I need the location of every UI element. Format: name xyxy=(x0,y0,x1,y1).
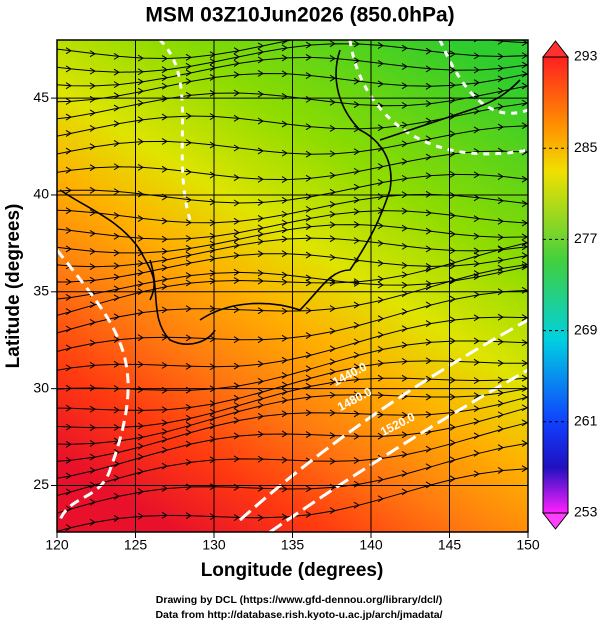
colorbar-tick-label: 293 xyxy=(574,48,598,64)
colorbar xyxy=(542,56,569,514)
streamline xyxy=(57,102,528,137)
chart-title: MSM 03Z10Jun2026 (850.0hPa) xyxy=(145,4,454,27)
streamline xyxy=(57,43,528,73)
streamline xyxy=(57,253,528,283)
streamline xyxy=(57,316,528,371)
credit: Drawing by DCL (https://www.gfd-dennou.o… xyxy=(156,594,442,606)
arrow-head xyxy=(306,33,311,39)
x-tick-label: 140 xyxy=(359,537,383,553)
streamline xyxy=(57,387,528,445)
x-tick-label: 130 xyxy=(202,537,226,553)
colorbar-tick-label: 277 xyxy=(574,230,598,246)
arrow-head xyxy=(402,28,407,34)
colorbar-top-arrow xyxy=(541,40,570,58)
streamline xyxy=(57,242,528,316)
streamline xyxy=(57,266,528,300)
y-tick-label: 30 xyxy=(33,379,49,395)
y-tick-label: 25 xyxy=(33,476,49,492)
streamline xyxy=(57,407,528,479)
streamline xyxy=(57,360,528,411)
streamline xyxy=(57,263,528,334)
streamline xyxy=(57,72,528,103)
streamline xyxy=(57,150,528,181)
streamline xyxy=(57,422,528,496)
y-axis-label: Latitude (degrees) xyxy=(3,204,24,369)
streamline xyxy=(57,442,528,514)
x-tick-label: 145 xyxy=(438,537,462,553)
x-tick-label: 125 xyxy=(124,537,148,553)
y-tick-label: 35 xyxy=(33,283,49,299)
streamline xyxy=(57,173,528,204)
streamline xyxy=(57,224,528,254)
arrow-head xyxy=(330,30,335,36)
arrow-head xyxy=(378,27,383,33)
x-tick-label: 150 xyxy=(516,537,540,553)
coastline xyxy=(59,49,521,345)
credit: Data from http://database.rish.kyoto-u.a… xyxy=(155,609,442,621)
arrow-head xyxy=(354,28,359,34)
streamline xyxy=(57,289,528,352)
colorbar-tick-label: 261 xyxy=(574,413,598,429)
contours xyxy=(57,40,528,532)
arrow-head xyxy=(426,30,431,36)
colorbar-tick-label: 285 xyxy=(574,139,598,155)
arrow-head xyxy=(546,40,551,46)
x-tick-label: 135 xyxy=(281,537,305,553)
x-axis-label: Longitude (degrees) xyxy=(201,560,384,581)
streamline xyxy=(57,56,528,87)
x-tick-label: 120 xyxy=(45,537,69,553)
colorbar-bottom-arrow xyxy=(541,512,570,530)
streamline xyxy=(57,40,528,60)
plot-frame xyxy=(56,39,529,533)
arrow-head xyxy=(450,33,455,39)
y-tick-label: 45 xyxy=(33,89,49,105)
streamline xyxy=(57,237,528,268)
y-tick-label: 40 xyxy=(33,186,49,202)
streamline xyxy=(57,396,528,462)
arrow-head xyxy=(473,40,479,43)
streamline xyxy=(57,193,528,224)
colorbar-tick-label: 253 xyxy=(574,504,598,520)
colorbar-tick-label: 269 xyxy=(574,321,598,337)
streamline xyxy=(57,125,528,155)
streamline xyxy=(57,468,528,532)
